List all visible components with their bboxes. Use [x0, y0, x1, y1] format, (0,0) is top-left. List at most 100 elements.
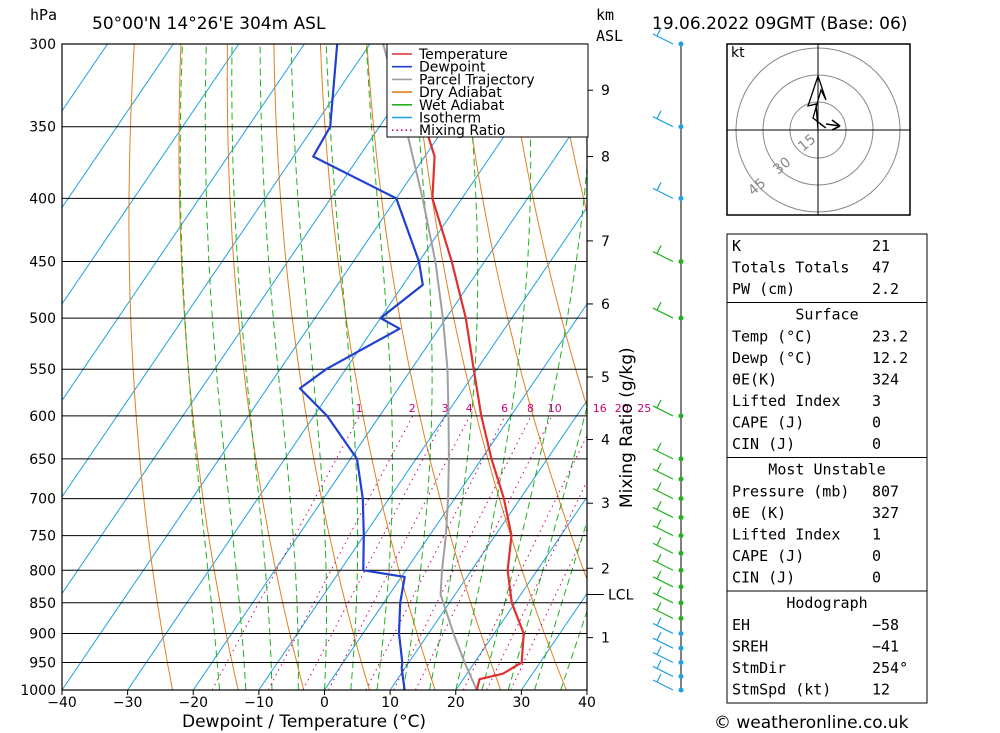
wet-adiabat-line: [560, 609, 587, 690]
wind-barb: [652, 182, 674, 199]
wind-level-dot: [678, 315, 684, 321]
x-tick-label: −10: [244, 695, 274, 711]
km-label: km: [596, 6, 614, 24]
x-tick-label: −20: [178, 695, 208, 711]
wind-level-dot: [678, 476, 684, 482]
legend-label: Isotherm: [419, 111, 481, 127]
wet-adiabat-line: [259, 44, 299, 690]
table-value: 807: [872, 483, 899, 501]
mixing-ratio-line: [486, 480, 587, 690]
isotherm-line: [324, 303, 587, 690]
location-title: 50°00'N 14°26'E 304m ASL: [92, 14, 326, 34]
wind-level-dot: [678, 615, 684, 621]
table-key: CIN (J): [732, 435, 795, 453]
wind-level-dot: [678, 584, 684, 590]
table-key: Totals Totals: [732, 259, 849, 277]
wet-adiabat-line: [231, 44, 273, 690]
table-key: StmSpd (kt): [732, 681, 831, 699]
wind-barb: [652, 646, 674, 664]
wind-barb: [652, 570, 674, 588]
isotherm-line: [258, 206, 587, 690]
wind-barb: [652, 399, 674, 417]
table-value: 12: [872, 681, 890, 699]
wet-adiabat-line: [481, 162, 587, 690]
wind-barb: [652, 660, 674, 677]
dry-adiabat-line: [459, 44, 587, 581]
mixing-ratio-labels: 1 2 3 4 6 8 10 16 20 25: [356, 402, 652, 415]
pressure-tick-label: 650: [29, 452, 56, 468]
wind-level-dot: [678, 496, 684, 502]
storm-motion-arrow: [825, 119, 841, 131]
wind-barb: [652, 27, 674, 45]
table-value: 324: [872, 371, 899, 389]
mixing-ratio-value-label: 4: [466, 402, 473, 415]
asl-label: ASL: [596, 27, 623, 45]
table-key: Temp (°C): [732, 328, 813, 346]
table-value: 21: [872, 237, 890, 255]
wet-adiabat-line: [534, 520, 587, 690]
hodograph-table-box: [726, 590, 928, 704]
pressure-tick-label: 600: [29, 409, 56, 425]
wet-adiabat-line: [204, 44, 247, 690]
wind-level-dot: [678, 645, 684, 651]
wind-level-dot: [678, 124, 684, 130]
profile-lines: [298, 44, 525, 690]
isotherm-line: [62, 44, 305, 402]
dry-adiabat-line: [366, 44, 502, 690]
hodograph-trace: [807, 73, 827, 131]
x-tick-label: −30: [113, 695, 143, 711]
isotherm-line: [62, 44, 240, 305]
dry-adiabat-line: [319, 44, 436, 690]
wind-level-dot: [678, 514, 684, 520]
wet-adiabat-line: [179, 44, 220, 690]
table-key: Dewp (°C): [732, 349, 813, 367]
mixing-ratio-value-label: 1: [356, 402, 363, 415]
dry-adiabat-line: [413, 44, 567, 690]
mixing-ratio-line: [302, 415, 447, 690]
table-key: EH: [732, 616, 750, 634]
table-value: 2.2: [872, 280, 899, 298]
datetime-title: 19.06.2022 09GMT (Base: 06): [652, 14, 907, 34]
wind-level-dot: [678, 673, 684, 679]
wind-barb: [652, 110, 674, 128]
isotherm-line: [455, 496, 587, 690]
wind-barb: [652, 482, 674, 500]
wind-barb: [652, 442, 674, 460]
wet-adiabat-line: [507, 404, 587, 690]
wind-barb: [652, 617, 674, 635]
wind-level-dot: [678, 550, 684, 556]
mixing-ratio-value-label: 6: [501, 402, 508, 415]
table-key: CIN (J): [732, 569, 795, 587]
table-key: θE (K): [732, 504, 786, 522]
km-tick-label: 6: [601, 297, 610, 313]
hpa-label: hPa: [30, 6, 57, 24]
table-value: 3: [872, 392, 881, 410]
indices-box: [726, 233, 928, 303]
wind-level-dot: [678, 567, 684, 573]
mixing-ratio-line: [393, 415, 532, 690]
km-tick-label: 4: [601, 433, 610, 449]
table-key: PW (cm): [732, 280, 795, 298]
wind-barb: [652, 301, 674, 319]
wind-level-dot: [678, 533, 684, 539]
most-unstable-box: [726, 457, 928, 592]
wind-barb: [652, 519, 674, 537]
pressure-tick-label: 400: [29, 191, 56, 207]
x-tick-label: −40: [47, 695, 77, 711]
table-key: SREH: [732, 638, 768, 656]
legend-label: Temperature: [418, 47, 508, 63]
temperature-tick-labels: −40 −30 −20 −10 0 10 20 30 40: [47, 690, 596, 711]
table-value: 0: [872, 414, 881, 432]
pressure-tick-label: 800: [29, 563, 56, 579]
legend-box: [386, 43, 589, 138]
km-tick-label: 8: [601, 150, 610, 166]
surface-title: Surface: [795, 306, 858, 324]
isotherm-line: [127, 44, 568, 690]
table-value: 12.2: [872, 349, 908, 367]
wind-level-dot: [678, 456, 684, 462]
legend-label: Parcel Trajectory: [419, 72, 535, 88]
hodograph-unit: kt: [731, 45, 745, 61]
legend-label: Wet Adiabat: [419, 98, 505, 114]
wind-barb: [652, 462, 674, 480]
